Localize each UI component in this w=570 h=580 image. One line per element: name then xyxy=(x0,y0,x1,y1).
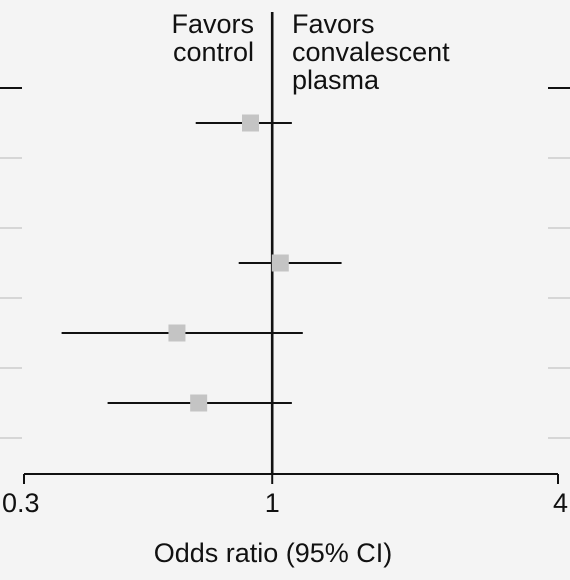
x-tick-label-0.3: 0.3 xyxy=(2,488,40,518)
estimate-marker-row-5 xyxy=(190,394,208,412)
annotation-right-line-3: plasma xyxy=(292,65,380,95)
estimate-rows xyxy=(61,114,342,412)
x-tick-label-1: 1 xyxy=(265,488,280,518)
x-axis-ticks: 0.3 1 4 xyxy=(2,474,568,518)
annotation-right-line-2: convalescent xyxy=(292,37,450,67)
row-ticks xyxy=(0,157,570,439)
annotation-right-line-1: Favors xyxy=(292,9,375,39)
x-axis-label: Odds ratio (95% CI) xyxy=(154,538,393,568)
annotation-left-line-2: control xyxy=(173,37,254,67)
estimate-marker-row-4 xyxy=(168,324,186,342)
estimate-marker-row-3 xyxy=(271,254,289,272)
x-tick-label-4: 4 xyxy=(553,488,568,518)
annotation-left-line-1: Favors xyxy=(171,9,254,39)
estimate-marker-row-1 xyxy=(241,114,259,132)
